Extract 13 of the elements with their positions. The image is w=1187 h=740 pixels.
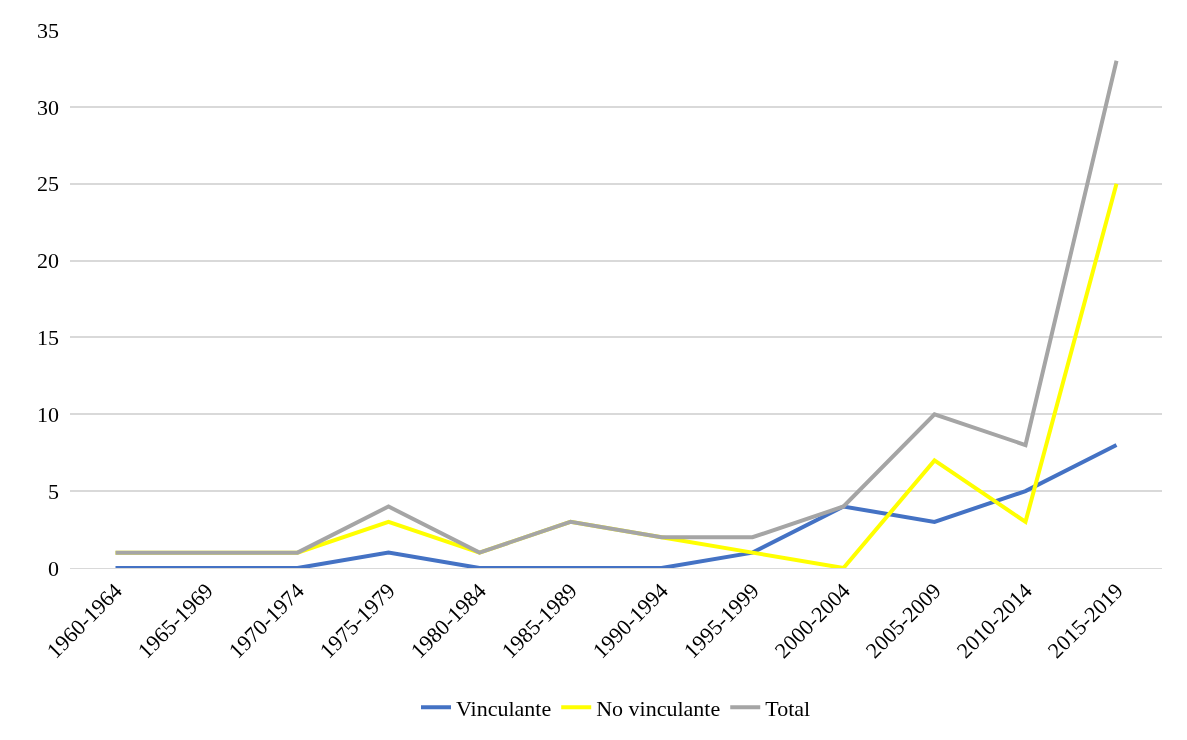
legend-label: Vinculante bbox=[456, 695, 552, 721]
y-tick-label: 35 bbox=[37, 17, 59, 43]
y-tick-label: 25 bbox=[37, 171, 59, 197]
line-series bbox=[113, 58, 1119, 555]
y-tick-label: 10 bbox=[37, 401, 59, 427]
y-tick-label: 5 bbox=[48, 478, 59, 504]
y-tick-label: 20 bbox=[37, 248, 59, 274]
y-tick-label: 0 bbox=[48, 555, 59, 581]
legend-label: No vinculante bbox=[596, 695, 721, 721]
y-tick-label: 15 bbox=[37, 325, 59, 351]
line-series bbox=[113, 443, 1119, 568]
legend-label: Total bbox=[765, 695, 811, 721]
y-tick-label: 30 bbox=[37, 94, 59, 120]
